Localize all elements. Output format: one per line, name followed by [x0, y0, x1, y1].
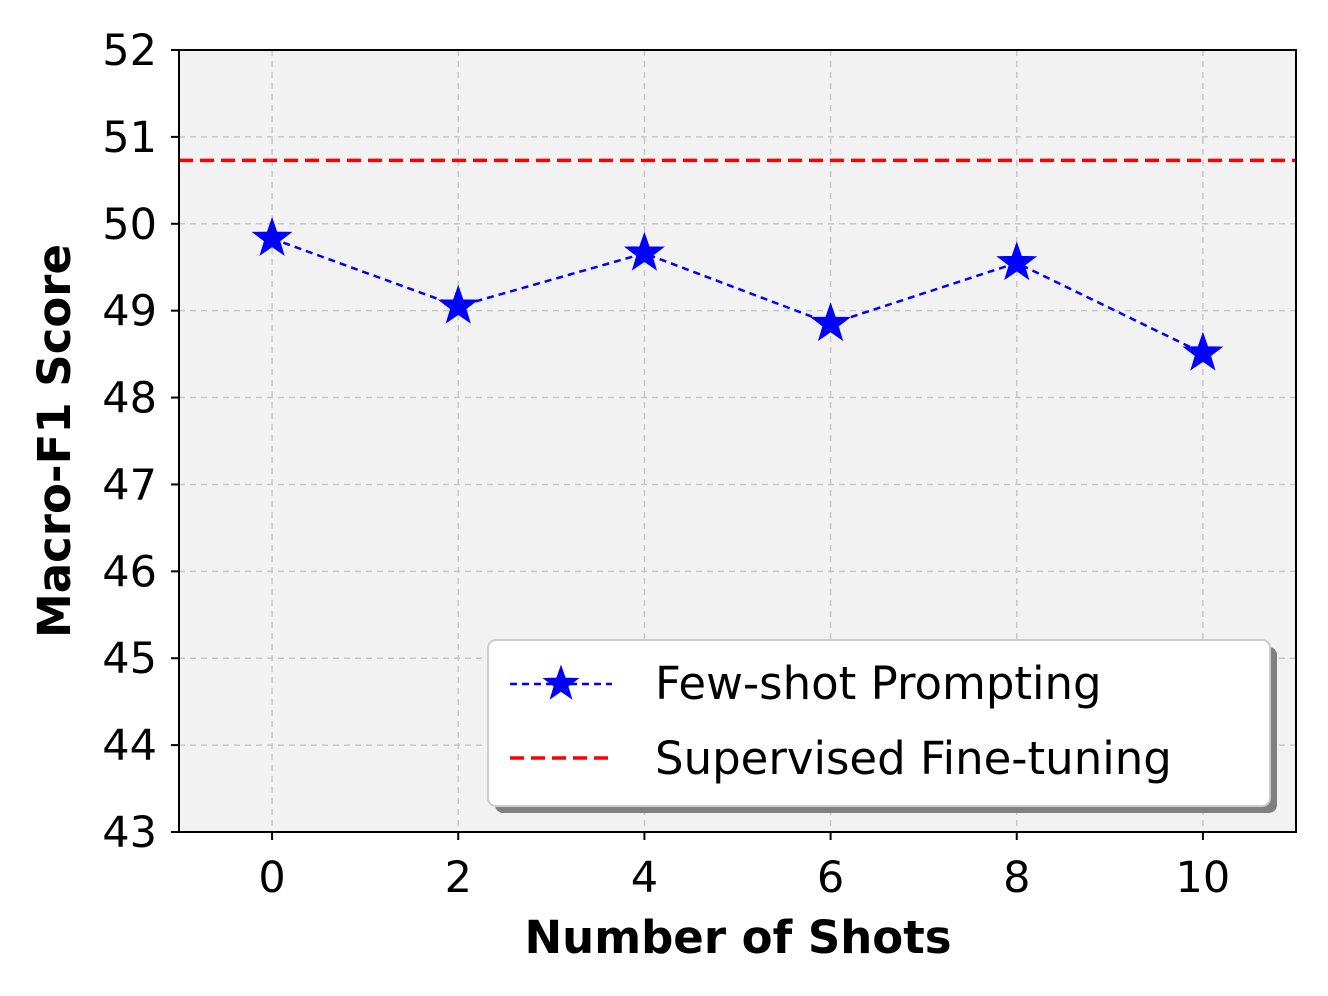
x-tick-label: 8	[1003, 853, 1030, 903]
y-axis-ticks: 43 44 45 46 47 48 49 50 51 52	[102, 26, 179, 858]
y-tick-label: 52	[102, 26, 157, 76]
x-tick-label: 10	[1176, 853, 1231, 903]
series-few-shot-prompting-line	[271, 237, 1204, 355]
x-tick-label: 4	[631, 853, 658, 903]
y-tick-label: 49	[102, 287, 157, 337]
legend-entry-few-shot-prompting: Few-shot Prompting	[510, 657, 1102, 710]
data-point-x-8	[996, 241, 1038, 281]
x-tick-label: 2	[445, 853, 472, 903]
data-point-x-10	[1182, 331, 1224, 371]
data-point-x-2	[437, 284, 479, 324]
legend-label-few-shot-prompting: Few-shot Prompting	[655, 657, 1102, 710]
x-tick-label: 0	[258, 853, 285, 903]
y-tick-label: 46	[102, 547, 157, 597]
x-axis-ticks: 0 2 4 6 8 10	[258, 832, 1230, 903]
y-axis-label: Macro-F1 Score	[28, 244, 81, 638]
y-tick-label: 48	[102, 374, 157, 424]
y-tick-label: 45	[102, 634, 157, 684]
legend-star-marker	[542, 664, 580, 700]
y-tick-label: 51	[102, 113, 157, 163]
data-point-x-0	[251, 217, 293, 256]
series-layer	[179, 158, 1296, 371]
legend: Few-shot Prompting Supervised Fine-tunin…	[487, 639, 1277, 813]
x-axis-label: Number of Shots	[525, 911, 952, 964]
y-tick-label: 50	[102, 200, 157, 250]
data-point-x-6	[810, 302, 852, 342]
y-tick-label: 44	[102, 721, 157, 771]
y-tick-label: 47	[102, 460, 157, 510]
y-tick-label: 43	[102, 808, 157, 858]
legend-entry-supervised-fine-tuning: Supervised Fine-tuning	[510, 732, 1172, 785]
legend-box	[487, 639, 1271, 807]
data-point-x-4	[623, 231, 665, 271]
legend-label-supervised-fine-tuning: Supervised Fine-tuning	[655, 732, 1172, 785]
x-tick-label: 6	[817, 853, 844, 903]
plot-frame	[178, 49, 1297, 833]
